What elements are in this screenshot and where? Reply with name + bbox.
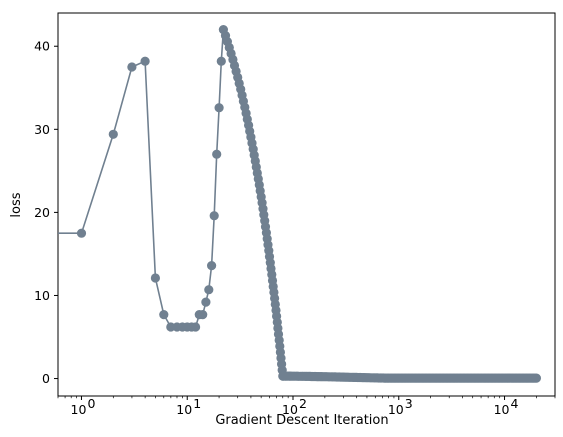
data-point [212,149,222,159]
x-tick-label-exponent: 0 [87,396,95,411]
x-tick-label: 10 [494,402,510,417]
x-tick-label-exponent: 4 [511,396,519,411]
data-point [214,103,224,113]
data-point [159,310,169,320]
data-point [150,273,160,283]
y-axis-ticks: 0 10 20 30 40 [34,39,58,386]
x-tick-label: 10 [388,402,404,417]
y-tick-label: 30 [34,122,50,137]
y-tick-label: 10 [34,288,50,303]
y-tick-label: 40 [34,39,50,54]
x-axis-ticks: 10 0 10 1 10 2 10 3 10 4 [57,396,556,417]
y-tick-label: 0 [42,371,50,386]
data-point [207,261,217,271]
data-point [216,56,226,66]
y-axis-label: loss [9,192,24,217]
x-tick-label-exponent: 3 [405,396,413,411]
x-axis-label: Gradient Descent Iteration [215,413,388,428]
data-point [209,211,219,221]
data-point [191,322,201,332]
data-point [108,129,118,139]
x-tick-label-exponent: 1 [193,396,201,411]
series-marks [58,25,542,383]
data-point [204,285,214,295]
data-point [127,62,137,72]
series-line [58,29,537,379]
x-tick-label: 10 [176,402,192,417]
x-tick-label-exponent: 2 [299,396,307,411]
y-tick-label: 20 [34,205,50,220]
x-tick-label: 10 [71,402,87,417]
data-point [198,310,208,320]
x-tick-label: 10 [282,402,298,417]
data-point [201,297,211,307]
data-point [76,228,87,238]
data-point [140,56,150,66]
plot-frame [57,12,556,397]
data-point [531,373,542,383]
